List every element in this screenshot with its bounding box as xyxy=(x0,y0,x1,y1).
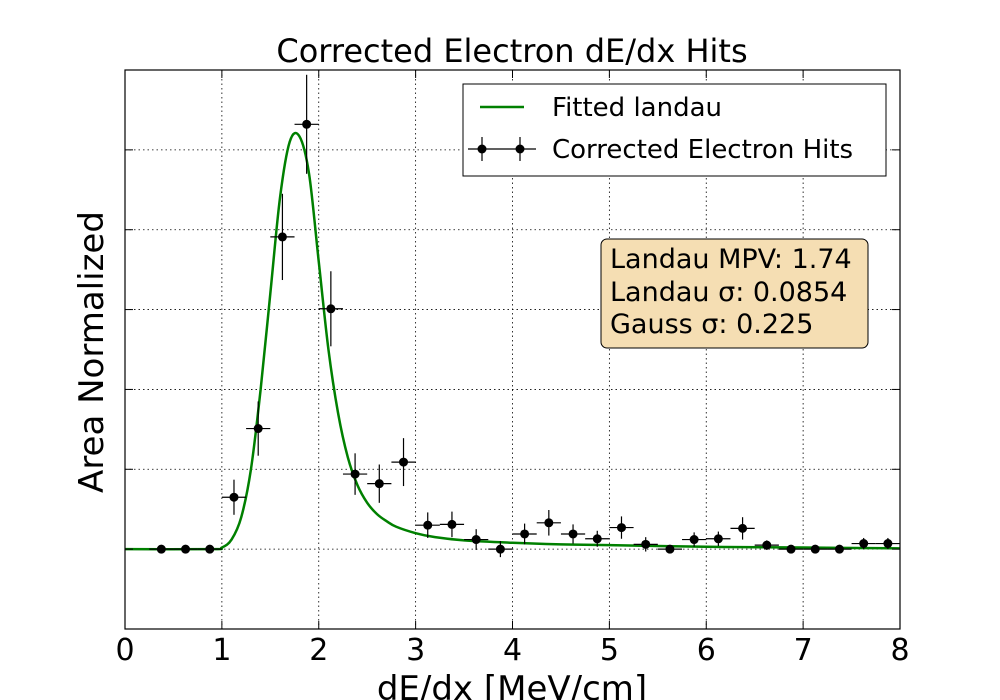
axis-ticks: 0 1 2 3 4 5 6 7 8 xyxy=(115,69,910,668)
point-marker xyxy=(544,518,554,528)
data-points-layer xyxy=(149,74,900,558)
data-point xyxy=(754,540,779,550)
point-marker xyxy=(253,424,263,434)
point-marker xyxy=(350,469,360,479)
legend-label-hits: Corrected Electron Hits xyxy=(552,135,853,165)
data-point xyxy=(294,74,319,174)
data-point xyxy=(778,544,804,554)
point-marker xyxy=(738,523,748,533)
data-point xyxy=(730,517,755,540)
fit-info-landau-sigma: Landau σ: 0.0854 xyxy=(610,277,847,308)
legend-box xyxy=(462,83,887,177)
x-tick-label: 0 xyxy=(115,633,134,668)
point-marker xyxy=(205,544,215,554)
legend-marker-swatch xyxy=(468,137,536,161)
legend: Fitted landau Corrected Electron Hits xyxy=(462,83,887,177)
x-tick-label: 1 xyxy=(212,633,231,668)
data-point xyxy=(536,510,561,536)
point-marker xyxy=(447,519,457,529)
data-point xyxy=(488,541,513,558)
point-marker xyxy=(399,457,409,467)
legend-label-fit: Fitted landau xyxy=(552,93,722,123)
point-marker xyxy=(229,492,239,502)
fit-line-layer xyxy=(124,131,901,551)
fit-info-box: Landau MPV: 1.74 Landau σ: 0.0854 Gauss … xyxy=(600,238,869,349)
data-point xyxy=(464,529,489,550)
point-marker xyxy=(520,529,530,539)
x-tick-label: 4 xyxy=(503,633,522,668)
data-point xyxy=(173,544,198,554)
point-marker xyxy=(495,544,505,554)
y-axis-label: Area Normalized xyxy=(72,211,112,493)
x-tick-label: 8 xyxy=(890,633,909,668)
data-point xyxy=(367,464,392,503)
point-marker xyxy=(641,539,651,549)
fit-info-mpv: Landau MPV: 1.74 xyxy=(610,244,852,275)
x-axis-label: dE/dx [MeV/cm] xyxy=(377,669,647,700)
point-marker xyxy=(423,520,433,530)
fit-info-gauss-sigma: Gauss σ: 0.225 xyxy=(610,309,813,340)
data-point xyxy=(657,544,683,554)
point-marker xyxy=(302,119,312,129)
point-marker xyxy=(568,529,578,539)
point-marker xyxy=(277,232,287,242)
data-point xyxy=(512,523,537,545)
point-marker xyxy=(665,544,675,554)
data-point xyxy=(391,438,416,487)
point-marker xyxy=(471,535,481,545)
point-marker xyxy=(810,544,820,554)
data-point xyxy=(851,537,876,550)
data-point xyxy=(197,544,222,554)
data-point xyxy=(221,479,247,515)
point-marker xyxy=(859,539,869,549)
point-marker xyxy=(786,544,796,554)
x-tick-label: 5 xyxy=(600,633,619,668)
x-tick-label: 6 xyxy=(697,633,716,668)
fit-line xyxy=(124,131,901,551)
point-marker xyxy=(181,544,191,554)
data-point xyxy=(585,530,610,547)
point-marker xyxy=(156,544,166,554)
data-point xyxy=(609,516,634,539)
data-point xyxy=(415,512,440,538)
data-point xyxy=(706,531,731,546)
data-point xyxy=(560,524,586,544)
data-point xyxy=(342,453,368,495)
point-marker xyxy=(713,534,723,544)
data-point xyxy=(439,511,465,538)
point-marker xyxy=(616,523,626,533)
data-point xyxy=(149,544,174,554)
point-marker xyxy=(834,544,844,554)
point-marker xyxy=(883,539,893,549)
data-point xyxy=(246,401,271,456)
data-point xyxy=(803,544,828,554)
point-marker xyxy=(374,479,384,489)
data-point xyxy=(270,193,295,281)
data-point xyxy=(318,271,343,347)
point-marker xyxy=(592,534,602,544)
point-marker xyxy=(689,535,699,545)
x-tick-label: 7 xyxy=(794,633,813,668)
data-point xyxy=(827,544,852,554)
point-marker xyxy=(762,540,772,550)
point-marker xyxy=(326,304,336,314)
x-tick-label: 2 xyxy=(309,633,328,668)
fit-info-background xyxy=(600,238,869,349)
chart-title: Corrected Electron dE/dx Hits xyxy=(276,32,747,70)
data-point xyxy=(682,532,707,547)
data-point xyxy=(875,537,900,550)
data-point xyxy=(633,537,658,552)
x-tick-label: 3 xyxy=(406,633,425,668)
